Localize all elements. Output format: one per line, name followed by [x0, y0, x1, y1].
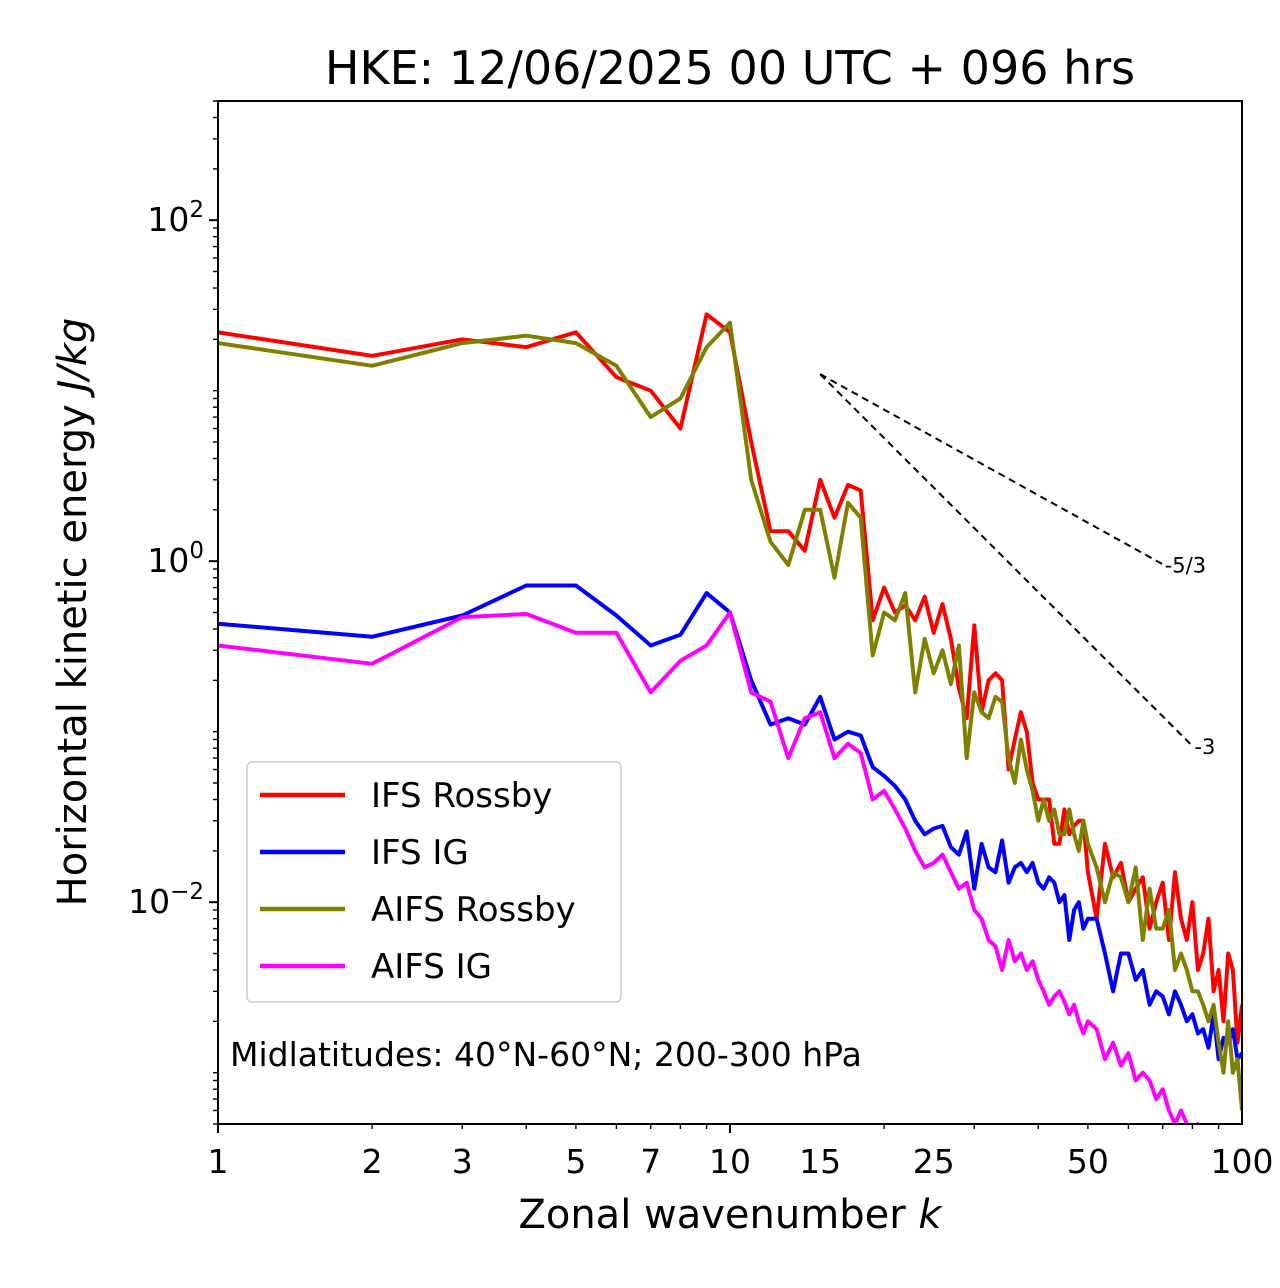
- reference-slope-line-1: [819, 373, 1164, 566]
- x-tick-label: 25: [913, 1142, 955, 1181]
- series-line-1: [218, 312, 1242, 1045]
- x-axis-label-var: k: [918, 1192, 943, 1238]
- series-layer: [218, 312, 1242, 1124]
- reference-slope-label-1: -5/3: [1165, 553, 1206, 577]
- series-line-3: [218, 320, 1242, 1111]
- chart-title: HKE: 12/06/2025 00 UTC + 096 hrs: [325, 41, 1135, 95]
- series-line-2: [218, 583, 1242, 1062]
- axes: 1 2 3 5 7 10 15 25 50 100 102 100 10−2: [128, 100, 1274, 1181]
- x-tick-label: 1: [208, 1142, 229, 1181]
- x-tick-label: 7: [640, 1142, 661, 1181]
- x-axis-label: Zonal wavenumber k: [518, 1192, 943, 1238]
- x-tick-label: 100: [1211, 1142, 1274, 1181]
- region-annotation: Midlatitudes: 40°N-60°N; 200-300 hPa: [230, 1035, 862, 1074]
- reference-slopes: -5/3 -3: [819, 373, 1215, 759]
- legend-label-1: IFS Rossby: [371, 776, 552, 816]
- legend: IFS Rossby IFS IG AIFS Rossby AIFS IG: [246, 761, 622, 1003]
- y-tick-label: 10−2: [128, 879, 204, 921]
- x-tick-label: 5: [565, 1142, 586, 1181]
- y-axis-label-text: Horizontal kinetic energy: [50, 404, 96, 906]
- legend-box: [246, 761, 622, 1003]
- x-axis-label-text: Zonal wavenumber: [518, 1192, 906, 1238]
- series-line-4: [218, 610, 1201, 1124]
- reference-slope-line-2: [819, 373, 1194, 747]
- y-axis-label: Horizontal kinetic energy J/kg: [50, 318, 96, 907]
- x-tick-label: 2: [362, 1142, 383, 1181]
- x-tick-label: 10: [709, 1142, 751, 1181]
- x-tick-label: 15: [799, 1142, 841, 1181]
- legend-label-2: IFS IG: [371, 833, 469, 873]
- y-tick-label: 100: [147, 538, 204, 580]
- reference-slope-label-2: -3: [1194, 735, 1215, 759]
- y-tick-label: 102: [147, 197, 204, 239]
- legend-label-4: AIFS IG: [371, 947, 492, 987]
- y-axis-label-units: J/kg: [50, 318, 96, 399]
- x-tick-label: 3: [452, 1142, 473, 1181]
- x-tick-label: 50: [1067, 1142, 1109, 1181]
- legend-label-3: AIFS Rossby: [371, 890, 576, 930]
